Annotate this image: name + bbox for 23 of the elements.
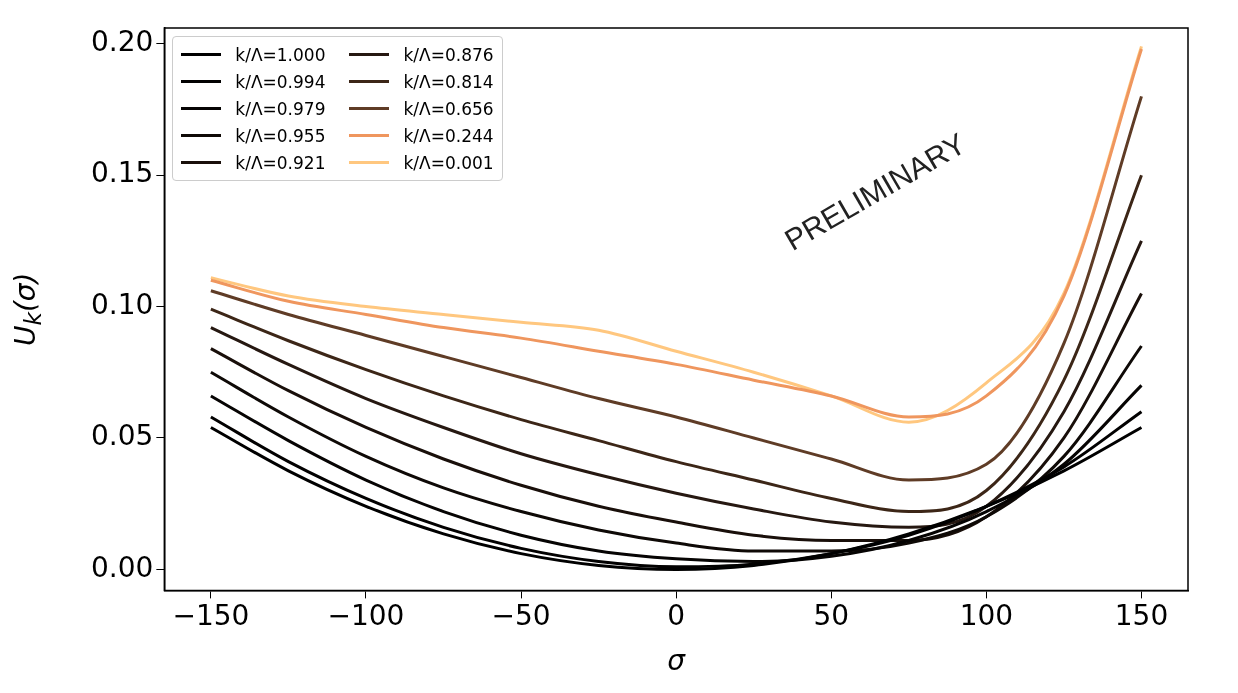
legend-label: k/Λ=0.994	[235, 71, 326, 92]
legend-label: k/Λ=1.000	[235, 44, 326, 65]
y-tick-label: 0.00	[91, 550, 154, 584]
x-tick-label: −100	[327, 599, 405, 633]
legend-label: k/Λ=0.244	[403, 125, 494, 146]
y-tick-label: 0.20	[91, 25, 154, 59]
legend-label: k/Λ=0.656	[403, 98, 494, 119]
y-tick-label: 0.10	[91, 287, 154, 321]
legend-label: k/Λ=0.814	[403, 71, 494, 92]
x-tick-label: 150	[1114, 599, 1169, 633]
legend-label: k/Λ=0.979	[235, 98, 326, 119]
legend-label: k/Λ=0.876	[403, 44, 494, 65]
x-axis-title: σ	[666, 644, 687, 677]
y-tick-label: 0.05	[91, 419, 154, 453]
x-tick-label: 0	[667, 599, 686, 633]
legend-label: k/Λ=0.001	[403, 152, 494, 173]
x-tick-label: 50	[813, 599, 850, 633]
y-tick-label: 0.15	[91, 156, 154, 190]
legend-label: k/Λ=0.921	[235, 152, 326, 173]
x-tick-label: −50	[491, 599, 551, 633]
x-tick-label: −150	[172, 599, 250, 633]
x-tick-label: 100	[959, 599, 1014, 633]
legend-label: k/Λ=0.955	[235, 125, 326, 146]
